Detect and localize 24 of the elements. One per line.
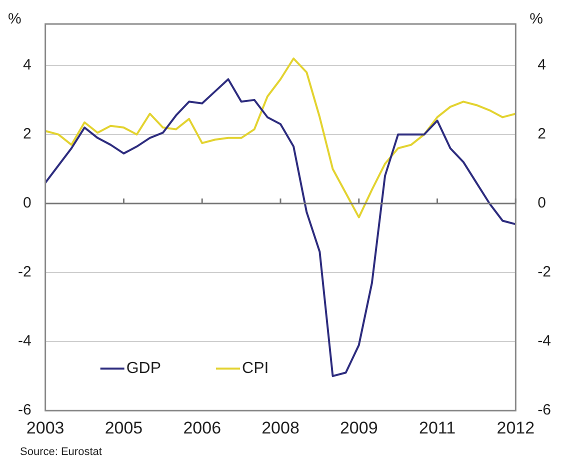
- x-tick-label: 2003: [26, 418, 64, 438]
- x-tick-label: 2006: [183, 418, 222, 438]
- y2-tick-label: -6: [538, 402, 552, 419]
- y-axis-title: %: [8, 10, 22, 28]
- y-tick-label: -2: [18, 264, 32, 281]
- y-tick-label: -6: [18, 402, 32, 419]
- y-tick-label: 4: [22, 56, 32, 74]
- y2-tick-label: 4: [538, 56, 546, 74]
- x-tick-label: 2011: [418, 418, 456, 438]
- y2-tick-label: -2: [538, 264, 552, 281]
- y2-tick-label: -4: [538, 332, 552, 350]
- source-note: Source: Eurostat: [20, 446, 102, 458]
- x-tick-label: 2005: [104, 418, 143, 438]
- x-tick-label: 2009: [340, 418, 378, 438]
- legend-label: GDP: [126, 360, 162, 378]
- y2-axis-title: %: [530, 10, 544, 28]
- y2-tick-label: 2: [538, 126, 546, 143]
- y-tick-label: 0: [22, 194, 32, 212]
- y-tick-label: -4: [18, 332, 32, 350]
- x-tick-label: 2012: [496, 418, 535, 438]
- y-tick-label: 2: [22, 126, 32, 143]
- y2-tick-label: 0: [538, 194, 546, 212]
- x-tick-label: 2008: [262, 418, 300, 438]
- legend-label: CPI: [242, 360, 269, 378]
